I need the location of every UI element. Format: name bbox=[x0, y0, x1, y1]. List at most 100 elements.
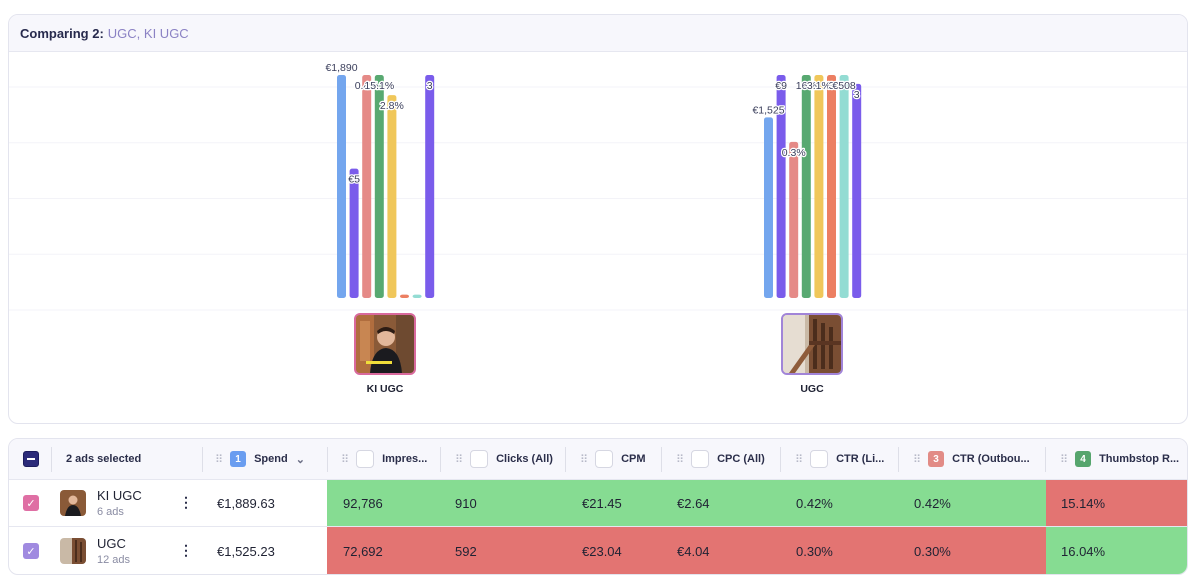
ad-group-name[interactable]: KI UGC bbox=[97, 488, 142, 503]
rank-empty-box[interactable] bbox=[595, 450, 614, 468]
column-label: CTR (Outbou... bbox=[952, 453, 1030, 465]
bar-value-label: €9 bbox=[775, 80, 787, 92]
chart-bar[interactable] bbox=[349, 168, 359, 298]
bar-value-label: €508 bbox=[832, 80, 856, 92]
cell-cpc: €2.64 bbox=[677, 495, 710, 511]
bar-value-label: 3 bbox=[829, 80, 835, 92]
ki-ugc-caption: KI UGC bbox=[366, 383, 404, 395]
drag-handle-icon[interactable]: ⠿ bbox=[455, 453, 463, 466]
rank-empty-box[interactable] bbox=[356, 450, 375, 468]
chart-bar[interactable] bbox=[814, 75, 824, 298]
row-checkbox[interactable]: ✓ bbox=[23, 495, 39, 511]
chart-bars bbox=[337, 75, 862, 299]
chart-bar[interactable] bbox=[764, 117, 773, 299]
chart-bar[interactable] bbox=[789, 141, 799, 298]
column-header-impressions[interactable]: ⠿ Impres... bbox=[341, 439, 427, 479]
drag-handle-icon[interactable]: ⠿ bbox=[1060, 453, 1068, 466]
cell-cpm: €21.45 bbox=[582, 495, 622, 511]
cell-ctr-link: 0.42% bbox=[796, 495, 833, 511]
column-label: Spend bbox=[254, 453, 288, 465]
chart-bar[interactable] bbox=[801, 75, 811, 298]
bar-value-label: 15.1% bbox=[364, 80, 394, 92]
column-label: Clicks (All) bbox=[496, 453, 553, 465]
drag-handle-icon[interactable]: ⠿ bbox=[676, 453, 684, 466]
cell-cpm: €23.04 bbox=[582, 543, 622, 559]
bar-value-label: €1,890 bbox=[325, 62, 357, 74]
more-options-icon[interactable]: ⋮ bbox=[179, 494, 193, 510]
chart-bar[interactable] bbox=[337, 75, 346, 298]
chart-bar[interactable] bbox=[387, 95, 397, 298]
cell-ctr-outbound: 0.30% bbox=[914, 543, 951, 559]
column-header-cpm[interactable]: ⠿ CPM bbox=[580, 439, 646, 479]
ad-count: 6 ads bbox=[97, 506, 124, 518]
thumbstop-highlight bbox=[1046, 527, 1187, 574]
ad-group-name[interactable]: UGC bbox=[97, 536, 126, 551]
chart-bar[interactable] bbox=[425, 75, 435, 298]
drag-handle-icon[interactable]: ⠿ bbox=[215, 453, 223, 466]
column-header-clicks[interactable]: ⠿ Clicks (All) bbox=[455, 439, 553, 479]
drag-handle-icon[interactable]: ⠿ bbox=[341, 453, 349, 466]
table-row[interactable]: ✓ UGC 12 ads ⋮ €1,525.23 72,692 592 €23.… bbox=[9, 527, 1187, 574]
chart-gridlines bbox=[9, 86, 1187, 311]
ads-table: 2 ads selected ⠿ 1 Spend ⌄ ⠿ Impres... ⠿… bbox=[8, 438, 1188, 575]
cell-clicks: 592 bbox=[455, 543, 477, 559]
sort-chevron-icon[interactable]: ⌄ bbox=[295, 453, 305, 466]
bar-value-label: 3.1% bbox=[807, 80, 831, 92]
avatar bbox=[60, 490, 86, 516]
chart-bar[interactable] bbox=[412, 294, 422, 298]
chart-bar[interactable] bbox=[827, 75, 836, 298]
ugc-caption: UGC bbox=[800, 383, 824, 395]
cell-impressions: 72,692 bbox=[343, 543, 383, 559]
drag-handle-icon[interactable]: ⠿ bbox=[913, 453, 921, 466]
bar-value-label: €5 bbox=[348, 174, 360, 186]
ki-ugc-thumbnail[interactable] bbox=[354, 313, 416, 375]
chart-bar[interactable] bbox=[839, 75, 849, 298]
comparison-prefix: Comparing 2: bbox=[20, 25, 104, 41]
ugc-thumbnail[interactable] bbox=[781, 313, 843, 375]
table-row[interactable]: ✓ KI UGC 6 ads ⋮ €1,889.63 92,786 910 €2… bbox=[9, 480, 1187, 527]
chart-bar[interactable] bbox=[362, 75, 372, 298]
rank-empty-box[interactable] bbox=[691, 450, 710, 468]
column-header-ctr-outbound[interactable]: ⠿ 3 CTR (Outbou... bbox=[913, 439, 1030, 479]
bar-value-label: 3 bbox=[427, 80, 433, 92]
rank-badge: 4 bbox=[1075, 451, 1092, 467]
chart-bar[interactable] bbox=[374, 75, 384, 298]
bar-value-label: 2.8% bbox=[380, 100, 404, 112]
chart-bar[interactable] bbox=[400, 294, 409, 298]
column-header-ctr-link[interactable]: ⠿ CTR (Li... bbox=[795, 439, 884, 479]
column-header-cpc[interactable]: ⠿ CPC (All) bbox=[676, 439, 765, 479]
chart-bar[interactable] bbox=[852, 83, 862, 298]
bar-value-label: 0.4% bbox=[355, 80, 379, 92]
column-label: CPC (All) bbox=[717, 453, 765, 465]
avatar bbox=[60, 538, 86, 564]
rank-empty-box[interactable] bbox=[810, 450, 829, 468]
cell-clicks: 910 bbox=[455, 495, 477, 511]
column-label: CTR (Li... bbox=[836, 453, 885, 465]
rank-badge: 3 bbox=[928, 451, 945, 467]
bar-value-label: 0.3% bbox=[782, 147, 806, 159]
comparison-chart: €1,890 €5 0.4%15.1% 2.8% 3 €1,525 €9 0.3% 16%3.1… bbox=[9, 61, 1187, 311]
select-all-checkbox[interactable] bbox=[23, 451, 39, 467]
cell-ctr-link: 0.30% bbox=[796, 543, 833, 559]
cell-spend: €1,525.23 bbox=[217, 543, 275, 559]
more-options-icon[interactable]: ⋮ bbox=[179, 542, 193, 558]
cell-ctr-outbound: 0.42% bbox=[914, 495, 951, 511]
column-header-spend[interactable]: ⠿ 1 Spend ⌄ bbox=[215, 439, 305, 479]
column-label: CPM bbox=[621, 453, 646, 465]
staircase-image bbox=[783, 315, 841, 373]
drag-handle-icon[interactable]: ⠿ bbox=[580, 453, 588, 466]
column-label: Impres... bbox=[382, 453, 428, 465]
bar-value-label: 3 bbox=[854, 89, 860, 101]
column-header-thumbstop[interactable]: ⠿ 4 Thumbstop R... bbox=[1060, 439, 1179, 479]
column-label: Thumbstop R... bbox=[1099, 453, 1180, 465]
chart-labels: €1,890 €5 0.4%15.1% 2.8% 3 €1,525 €9 0.3% 16%3.1… bbox=[324, 61, 861, 187]
chart-bar[interactable] bbox=[776, 75, 786, 298]
cell-cpc: €4.04 bbox=[677, 543, 710, 559]
bar-value-label: 16% bbox=[796, 80, 817, 92]
row-checkbox[interactable]: ✓ bbox=[23, 543, 39, 559]
drag-handle-icon[interactable]: ⠿ bbox=[795, 453, 803, 466]
comparison-groups: UGC, KI UGC bbox=[107, 25, 189, 41]
ad-count: 12 ads bbox=[97, 554, 131, 566]
rank-empty-box[interactable] bbox=[470, 450, 489, 468]
comparison-header: Comparing 2: UGC, KI UGC bbox=[9, 15, 1187, 52]
